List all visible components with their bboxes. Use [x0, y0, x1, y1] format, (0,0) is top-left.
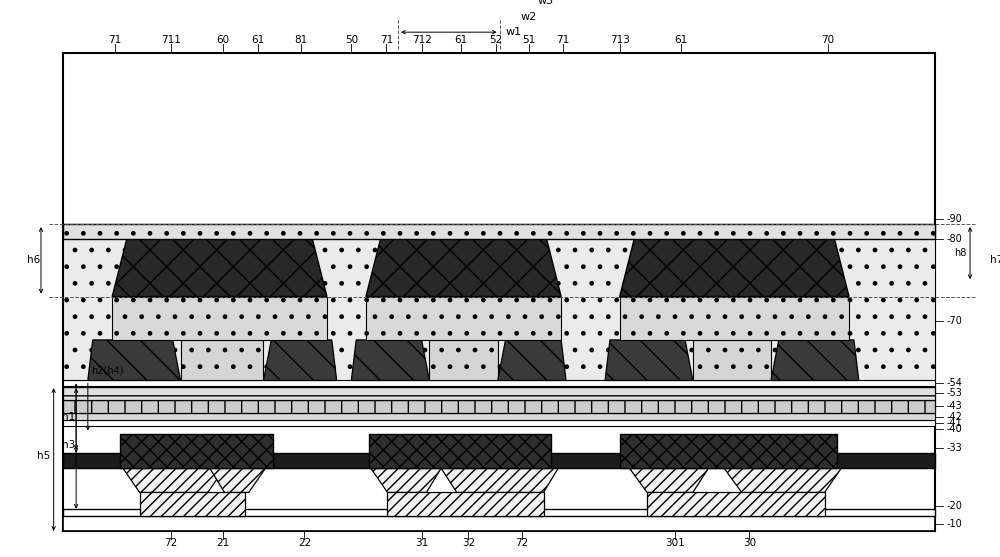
Bar: [63, 516, 935, 531]
Text: 71: 71: [380, 35, 393, 45]
Bar: [63, 224, 935, 380]
Text: -40: -40: [947, 424, 962, 434]
Bar: [720, 227, 749, 238]
Text: 50: 50: [345, 35, 358, 45]
Text: 72: 72: [515, 538, 529, 548]
Text: 30: 30: [743, 538, 756, 548]
Text: 712: 712: [412, 35, 432, 45]
Polygon shape: [351, 340, 429, 380]
Bar: [63, 509, 935, 516]
Bar: [63, 386, 935, 400]
Bar: [693, 340, 771, 380]
Polygon shape: [498, 340, 566, 380]
Text: w2: w2: [521, 12, 537, 22]
Text: -10: -10: [947, 519, 962, 529]
Polygon shape: [605, 340, 693, 380]
Text: -43: -43: [947, 402, 962, 412]
Polygon shape: [210, 468, 265, 492]
Text: w1: w1: [505, 27, 521, 37]
Polygon shape: [371, 468, 441, 492]
Text: 61: 61: [251, 35, 264, 45]
Bar: [63, 380, 935, 386]
Text: h8: h8: [954, 248, 966, 258]
Bar: [140, 492, 245, 516]
Bar: [181, 340, 263, 380]
Polygon shape: [112, 238, 327, 296]
Bar: [369, 433, 551, 468]
Text: 51: 51: [522, 35, 536, 45]
Text: 71: 71: [109, 35, 122, 45]
Text: h2(h4): h2(h4): [91, 366, 123, 376]
Text: -80: -80: [947, 233, 962, 243]
Bar: [63, 453, 935, 468]
Text: 21: 21: [216, 538, 229, 548]
Bar: [63, 400, 935, 413]
Text: 22: 22: [298, 538, 311, 548]
Bar: [63, 420, 935, 426]
Text: 32: 32: [462, 538, 475, 548]
Polygon shape: [629, 468, 709, 492]
Bar: [366, 296, 561, 340]
Text: -54: -54: [947, 378, 962, 388]
Text: 711: 711: [161, 35, 181, 45]
Polygon shape: [724, 468, 841, 492]
Text: 81: 81: [294, 35, 307, 45]
Bar: [620, 433, 837, 468]
Text: 72: 72: [164, 538, 177, 548]
Text: -41: -41: [947, 418, 962, 428]
Bar: [449, 227, 478, 238]
Text: 713: 713: [610, 35, 630, 45]
Text: -90: -90: [947, 214, 962, 224]
Polygon shape: [771, 340, 859, 380]
Text: -70: -70: [947, 316, 962, 326]
Text: 61: 61: [675, 35, 688, 45]
Bar: [205, 227, 234, 238]
Bar: [112, 296, 327, 340]
Text: h5: h5: [37, 451, 51, 461]
Text: h6: h6: [27, 255, 40, 265]
Text: w3: w3: [537, 0, 554, 6]
Bar: [63, 53, 935, 531]
Text: h7: h7: [990, 255, 1000, 265]
Polygon shape: [620, 238, 849, 296]
Bar: [647, 492, 825, 516]
Text: 60: 60: [216, 35, 229, 45]
Polygon shape: [441, 468, 558, 492]
Text: -20: -20: [947, 501, 962, 511]
Text: h3: h3: [62, 439, 75, 449]
Bar: [63, 413, 935, 420]
Polygon shape: [366, 238, 561, 296]
Bar: [120, 433, 273, 468]
Bar: [63, 224, 935, 238]
Text: 31: 31: [415, 538, 428, 548]
Text: -53: -53: [947, 388, 962, 398]
Polygon shape: [263, 340, 337, 380]
Bar: [429, 340, 498, 380]
Text: 70: 70: [821, 35, 834, 45]
Text: 71: 71: [556, 35, 570, 45]
Polygon shape: [88, 340, 181, 380]
Text: -33: -33: [947, 443, 962, 453]
Text: -42: -42: [947, 412, 962, 422]
Polygon shape: [123, 468, 224, 492]
Text: 301: 301: [665, 538, 685, 548]
Text: 61: 61: [454, 35, 467, 45]
Text: h1: h1: [62, 412, 75, 422]
Text: 52: 52: [489, 35, 502, 45]
Bar: [387, 492, 544, 516]
Bar: [620, 296, 849, 340]
